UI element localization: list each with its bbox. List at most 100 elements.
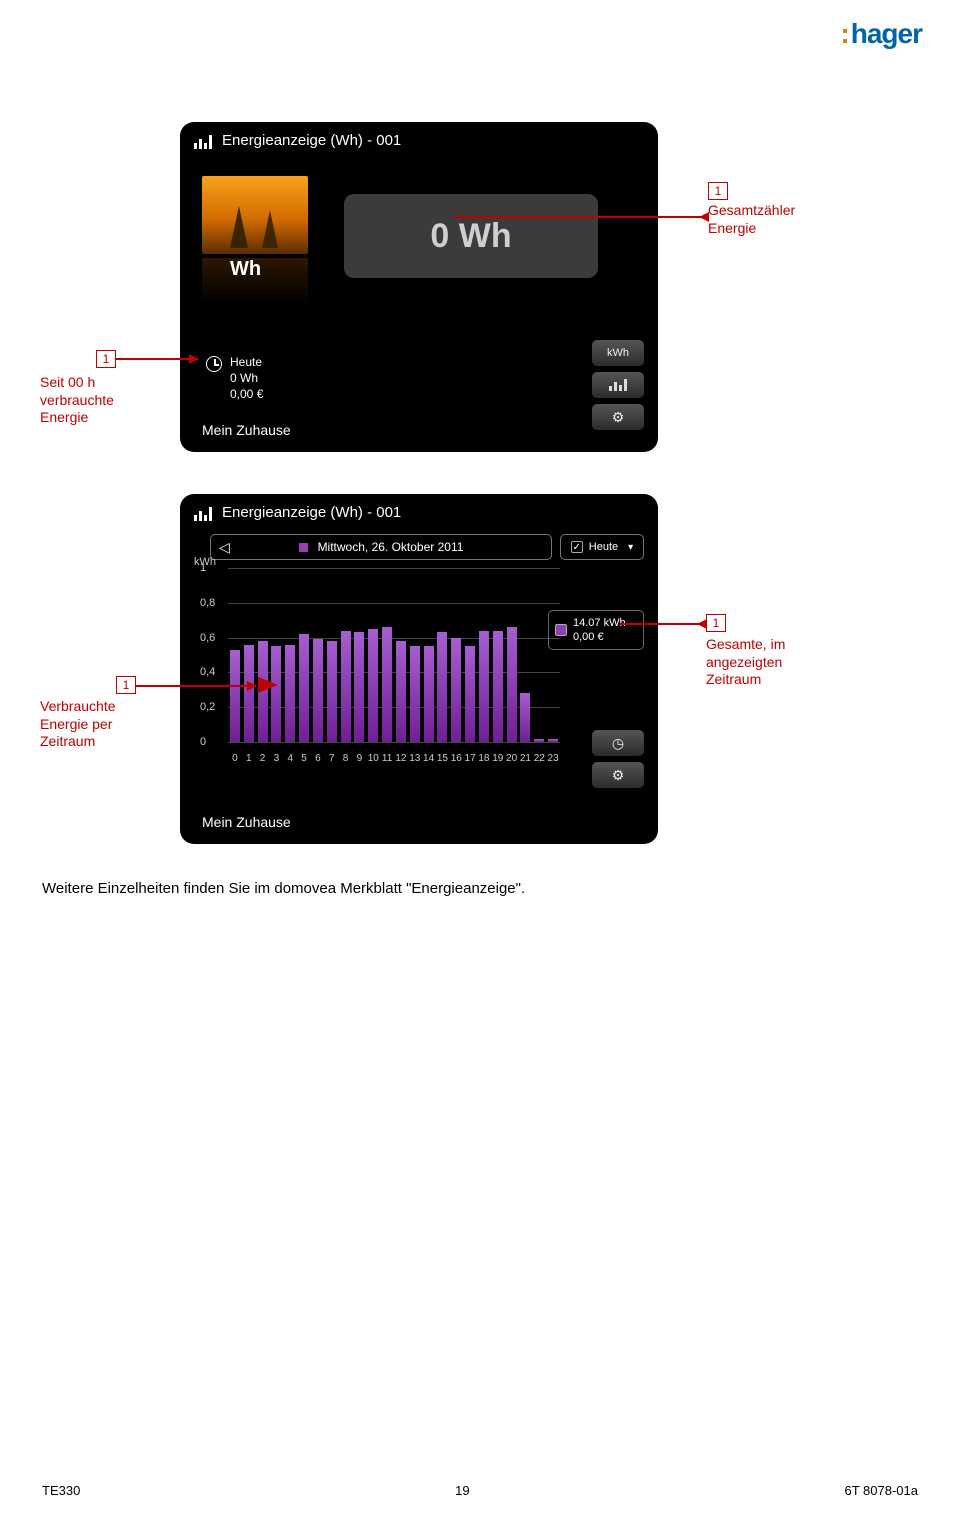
chart-bar	[424, 646, 434, 742]
chart-bar	[382, 627, 392, 742]
energy-panel-summary: Energieanzeige (Wh) - 001 Wh 0 Wh Heute …	[180, 122, 658, 452]
x-tick-label: 1	[246, 753, 252, 764]
footer-center: 19	[455, 1483, 469, 1498]
bars-icon	[194, 133, 212, 149]
callout-text: Gesamte, im angezeigten Zeitraum	[706, 636, 785, 689]
chart-bar	[271, 646, 281, 742]
series-color-swatch	[299, 543, 308, 552]
callout-text: Verbrauchte Energie per Zeitraum	[40, 698, 116, 751]
legend-value: 14.07 kWh	[573, 616, 626, 630]
brand-logo: :hager	[840, 18, 922, 50]
meta-l1: Heute	[230, 354, 263, 370]
x-tick-label: 5	[301, 753, 307, 764]
x-tick-label: 14	[423, 753, 434, 764]
y-tick-label: 0,6	[200, 632, 215, 644]
x-tick-label: 18	[478, 753, 489, 764]
callout-text: Gesamtzähler Energie	[708, 202, 795, 237]
brand-name: hager	[851, 18, 922, 49]
chart-bar	[410, 646, 420, 742]
chart-bar	[313, 639, 323, 742]
chart-bar	[507, 627, 517, 742]
side-buttons: kWh ⚙	[592, 340, 644, 430]
x-tick-label: 4	[287, 753, 293, 764]
x-tick-label: 13	[409, 753, 420, 764]
panel-footer: Mein Zuhause	[202, 422, 291, 438]
x-tick-label: 15	[437, 753, 448, 764]
chevron-down-icon: ▾	[628, 542, 633, 553]
x-tick-label: 17	[465, 753, 476, 764]
grid-line	[228, 742, 560, 743]
x-tick-label: 7	[329, 753, 335, 764]
x-tick-label: 11	[382, 753, 392, 764]
callout-number: 1	[706, 614, 726, 632]
panel-title: Energieanzeige (Wh) - 001	[222, 132, 401, 149]
panel-footer: Mein Zuhause	[202, 814, 291, 830]
bar-chart: kWh 00,20,40,60,810123456789101112131415…	[194, 568, 560, 764]
meta-l3: 0,00 €	[230, 386, 263, 402]
date-controls: ◁ Mittwoch, 26. Oktober 2011 ✓ Heute ▾	[210, 534, 644, 560]
footer-left: TE330	[42, 1483, 80, 1498]
panel-title: Energieanzeige (Wh) - 001	[222, 504, 401, 521]
side-buttons: ◷ ⚙	[592, 730, 644, 788]
settings-button[interactable]: ⚙	[592, 762, 644, 788]
mini-bars-icon	[609, 379, 627, 391]
brand-dots: :	[840, 18, 848, 49]
clock-icon	[206, 356, 222, 372]
callout-arrow	[454, 216, 708, 218]
chart-button[interactable]	[592, 372, 644, 398]
chart-bar	[368, 629, 378, 742]
gear-icon: ⚙	[612, 409, 625, 426]
x-tick-label: 6	[315, 753, 321, 764]
total-energy-readout: 0 Wh	[344, 194, 598, 278]
y-tick-label: 0,4	[200, 666, 215, 678]
panel-header: Energieanzeige (Wh) - 001	[180, 122, 658, 153]
date-selector[interactable]: ◁ Mittwoch, 26. Oktober 2011	[210, 534, 552, 560]
chart-bar	[465, 646, 475, 742]
chart-bar	[493, 631, 503, 742]
callout-number: 1	[96, 350, 116, 368]
chart-bar	[437, 632, 447, 742]
clock-icon: ◷	[612, 735, 624, 752]
prev-arrow-icon[interactable]: ◁	[219, 539, 230, 556]
x-tick-label: 2	[260, 753, 266, 764]
x-tick-label: 8	[343, 753, 349, 764]
callout-number: 1	[708, 182, 728, 200]
meta-l2: 0 Wh	[230, 370, 263, 386]
chart-bar	[479, 631, 489, 742]
x-tick-label: 9	[357, 753, 363, 764]
x-tick-label: 12	[395, 753, 406, 764]
y-tick-label: 0	[200, 736, 206, 748]
range-selector[interactable]: ✓ Heute ▾	[560, 534, 644, 560]
chart-bar	[548, 739, 558, 742]
bars-icon	[194, 505, 212, 521]
callout-arrow	[136, 685, 256, 687]
chart-legend: 14.07 kWh 0,00 €	[548, 610, 644, 650]
x-tick-label: 16	[451, 753, 462, 764]
callout-arrow	[116, 358, 198, 360]
chart-bar	[327, 641, 337, 742]
energy-panel-chart: Energieanzeige (Wh) - 001 ◁ Mittwoch, 26…	[180, 494, 658, 844]
settings-button[interactable]: ⚙	[592, 404, 644, 430]
kwh-button[interactable]: kWh	[592, 340, 644, 366]
bars-area	[228, 568, 560, 742]
clock-button[interactable]: ◷	[592, 730, 644, 756]
callout-arrowhead	[258, 677, 278, 693]
range-label: Heute	[589, 541, 618, 553]
energy-thumbnail	[202, 176, 308, 254]
x-tick-label: 22	[534, 753, 545, 764]
check-icon: ✓	[571, 541, 583, 553]
x-tick-label: 23	[548, 753, 559, 764]
today-meta: Heute 0 Wh 0,00 €	[206, 354, 263, 403]
callout-arrow	[620, 623, 706, 625]
chart-bar	[230, 650, 240, 742]
footer-right: 6T 8078-01a	[845, 1483, 919, 1498]
chart-bar	[451, 638, 461, 742]
chart-bar	[285, 645, 295, 742]
x-tick-label: 21	[520, 753, 531, 764]
x-tick-label: 3	[274, 753, 280, 764]
chart-bar	[354, 632, 364, 742]
unit-label: Wh	[230, 258, 261, 281]
chart-bar	[534, 739, 544, 742]
y-tick-label: 0,2	[200, 701, 215, 713]
chart-bar	[396, 641, 406, 742]
